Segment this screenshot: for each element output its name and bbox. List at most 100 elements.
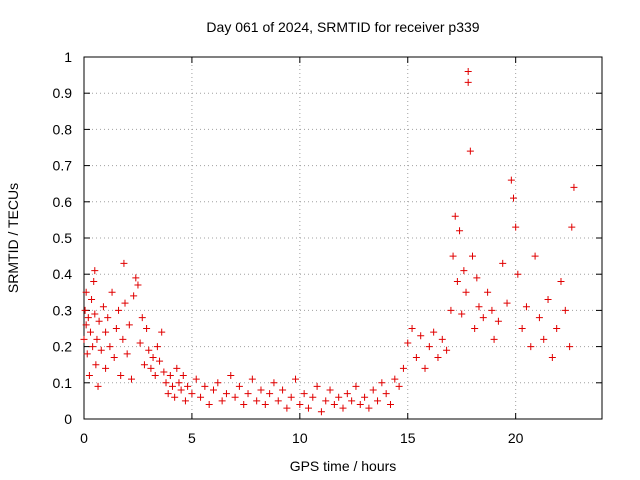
data-point bbox=[168, 382, 176, 390]
data-point bbox=[184, 382, 192, 390]
data-point bbox=[115, 306, 123, 314]
data-point bbox=[471, 325, 479, 332]
data-point bbox=[93, 335, 101, 343]
data-point bbox=[561, 306, 569, 314]
data-point bbox=[218, 397, 226, 405]
y-axis-label: SRMTID / TECUs bbox=[5, 183, 21, 293]
data-point bbox=[464, 78, 472, 86]
y-tick-label: 0.8 bbox=[53, 121, 73, 137]
data-point bbox=[158, 328, 166, 336]
data-point bbox=[317, 408, 325, 416]
data-point bbox=[149, 353, 157, 361]
data-point bbox=[160, 368, 168, 376]
data-point bbox=[95, 317, 103, 325]
data-point bbox=[140, 361, 148, 369]
data-point bbox=[425, 343, 433, 351]
y-tick-label: 0 bbox=[64, 411, 72, 427]
data-point bbox=[102, 364, 110, 372]
data-point bbox=[279, 386, 287, 394]
data-point bbox=[197, 393, 205, 401]
axis-ticks: 0 5 10 15 20 0 0.1 0.2 0.3 0.4 0.5 0.6 0.7 0.8 0.9 1 bbox=[53, 49, 602, 446]
data-point bbox=[488, 306, 496, 314]
data-point bbox=[106, 343, 114, 351]
data-point bbox=[82, 321, 90, 329]
data-point bbox=[343, 390, 351, 398]
y-tick-label: 1 bbox=[64, 49, 72, 65]
data-point bbox=[125, 321, 133, 329]
data-point bbox=[557, 277, 565, 285]
data-point bbox=[464, 67, 472, 75]
data-point bbox=[570, 183, 578, 191]
x-tick-label: 15 bbox=[400, 430, 416, 446]
data-point bbox=[91, 310, 99, 318]
data-point bbox=[313, 382, 321, 390]
data-point bbox=[121, 299, 129, 307]
data-point bbox=[188, 390, 196, 398]
data-point bbox=[119, 335, 127, 343]
x-tick-label: 10 bbox=[292, 430, 308, 446]
data-point bbox=[90, 277, 98, 285]
data-point bbox=[145, 346, 153, 354]
data-point bbox=[86, 328, 94, 336]
data-point bbox=[112, 325, 120, 332]
data-point bbox=[82, 288, 90, 296]
data-point bbox=[490, 335, 498, 343]
data-point bbox=[164, 390, 172, 398]
data-point bbox=[240, 401, 248, 409]
data-point bbox=[475, 303, 483, 311]
data-point bbox=[283, 404, 291, 412]
data-point bbox=[548, 353, 556, 361]
y-tick-label: 0.9 bbox=[53, 85, 73, 101]
data-point bbox=[175, 379, 183, 387]
data-point bbox=[177, 386, 185, 394]
data-point bbox=[527, 343, 535, 351]
data-point bbox=[296, 401, 304, 409]
data-point bbox=[412, 353, 420, 361]
data-point bbox=[201, 382, 209, 390]
data-point bbox=[151, 372, 159, 380]
data-point bbox=[417, 332, 425, 340]
data-point bbox=[89, 343, 97, 351]
data-point bbox=[134, 281, 142, 289]
data-point bbox=[127, 375, 135, 383]
data-point bbox=[456, 227, 464, 235]
data-point bbox=[123, 350, 131, 358]
data-point bbox=[348, 397, 356, 405]
data-point bbox=[434, 353, 442, 361]
data-point bbox=[270, 379, 278, 387]
x-tick-label: 20 bbox=[508, 430, 524, 446]
data-point bbox=[322, 397, 330, 405]
data-point bbox=[227, 372, 235, 380]
data-point bbox=[244, 390, 252, 398]
y-tick-label: 0.4 bbox=[53, 266, 73, 282]
data-point bbox=[326, 386, 334, 394]
data-point bbox=[210, 386, 217, 394]
data-point bbox=[369, 386, 377, 394]
y-tick-label: 0.5 bbox=[53, 230, 73, 246]
x-tick-label: 0 bbox=[80, 430, 88, 446]
x-axis-label: GPS time / hours bbox=[290, 458, 397, 474]
data-point bbox=[80, 335, 88, 343]
data-point bbox=[421, 364, 429, 372]
data-point bbox=[92, 361, 100, 369]
data-point bbox=[484, 288, 492, 296]
y-tick-label: 0.3 bbox=[53, 302, 73, 318]
data-point bbox=[510, 194, 518, 202]
y-tick-label: 0.2 bbox=[53, 339, 73, 355]
data-point bbox=[449, 252, 457, 260]
data-point bbox=[535, 314, 543, 322]
data-point bbox=[162, 379, 170, 387]
data-point bbox=[458, 310, 466, 318]
data-point bbox=[460, 267, 468, 275]
data-point bbox=[522, 303, 530, 311]
data-point bbox=[469, 252, 476, 260]
data-point bbox=[330, 401, 338, 409]
data-point bbox=[386, 401, 394, 409]
data-point bbox=[451, 212, 459, 220]
data-point bbox=[235, 382, 243, 390]
data-point bbox=[257, 386, 265, 394]
chart-title: Day 061 of 2024, SRMTID for receiver p33… bbox=[206, 19, 479, 35]
data-point bbox=[110, 353, 118, 361]
data-point bbox=[88, 296, 96, 304]
